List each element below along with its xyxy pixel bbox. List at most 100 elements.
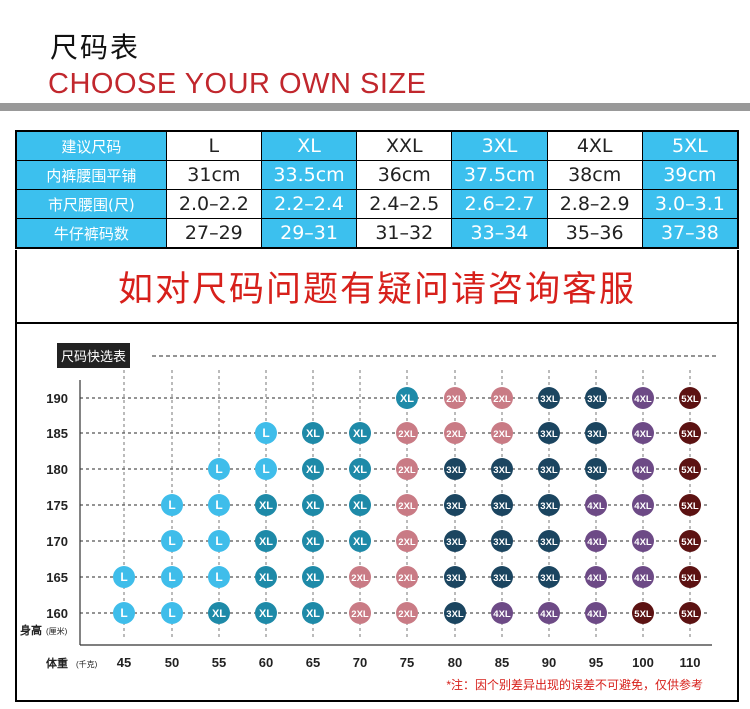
size-dot-circle [491, 566, 513, 588]
size-dot-label: 2XL [398, 537, 416, 548]
size-dot: L [161, 566, 183, 588]
size-dot-circle [255, 566, 277, 588]
size-dot: 5XL [679, 422, 701, 444]
size-dot-circle [349, 602, 371, 624]
size-dot: 3XL [538, 387, 560, 409]
size-dot: 3XL [538, 566, 560, 588]
size-dot-label: 4XL [634, 465, 652, 476]
size-dot: 3XL [491, 494, 513, 516]
size-table-cell: 3.0–3.1 [642, 190, 737, 218]
size-dot-label: 4XL [493, 609, 511, 620]
size-table-cell: XXL [357, 132, 453, 160]
size-dot-circle [585, 422, 607, 444]
notice-text: 如对尺码问题有疑问请咨询客服 [117, 269, 636, 310]
size-dot-label: 3XL [540, 394, 558, 405]
size-dot-circle [444, 387, 466, 409]
size-dot-label: 3XL [493, 537, 511, 548]
size-dot-label: 3XL [587, 394, 605, 405]
size-dot: 3XL [491, 458, 513, 480]
size-dot-circle [632, 602, 654, 624]
size-dot: 3XL [491, 530, 513, 552]
size-dot-circle [679, 494, 701, 516]
size-dot: 3XL [538, 422, 560, 444]
size-dot-label: 5XL [681, 465, 699, 476]
weight-tick-label: 80 [448, 655, 462, 670]
size-dot: 4XL [585, 566, 607, 588]
size-table-cell: 38cm [548, 161, 643, 189]
size-dot-circle [161, 566, 183, 588]
size-table-cell: 36cm [357, 161, 453, 189]
size-dot-label: L [168, 570, 175, 584]
size-dot-circle [302, 566, 324, 588]
size-dot-circle [396, 387, 418, 409]
size-dot-label: XL [259, 572, 273, 584]
size-dot-label: 2XL [446, 394, 464, 405]
size-dot: 3XL [444, 602, 466, 624]
size-dot-circle [585, 566, 607, 588]
weight-tick-label: 95 [589, 655, 603, 670]
size-table-cell: 39cm [642, 161, 737, 189]
size-dot-circle [585, 494, 607, 516]
size-table-row-label: 市尺腰围(尺) [17, 190, 167, 218]
size-dot: 4XL [632, 458, 654, 480]
size-dot-label: L [215, 570, 222, 584]
size-dot-label: 5XL [681, 501, 699, 512]
size-table-cell: 33.5cm [261, 161, 358, 189]
size-dot-circle [632, 458, 654, 480]
size-dot-circle [396, 530, 418, 552]
size-dot-label: 3XL [587, 465, 605, 476]
size-table-cell: 5XL [642, 132, 737, 160]
size-table-cell: 27–29 [167, 219, 262, 247]
size-table-cell: 2.2–2.4 [261, 190, 358, 218]
size-dot-circle [585, 602, 607, 624]
size-dot-label: L [262, 462, 269, 476]
size-dot-label: 4XL [540, 609, 558, 620]
size-dot-circle [585, 458, 607, 480]
size-dot-label: L [262, 426, 269, 440]
size-dot-label: XL [353, 500, 367, 512]
size-dot-label: XL [353, 464, 367, 476]
size-dot: 2XL [349, 602, 371, 624]
size-dot-label: 3XL [446, 573, 464, 584]
size-dot-circle [491, 387, 513, 409]
size-dot-label: 2XL [398, 573, 416, 584]
size-table: 建议尺码 L XL XXL 3XL 4XL 5XL 内裤腰围平铺 31cm 33.5cm 36cm 3… [15, 130, 739, 249]
size-dot: XL [349, 530, 371, 552]
size-dot-label: 5XL [681, 609, 699, 620]
size-dot-label: XL [306, 608, 320, 620]
size-dot-label: 3XL [493, 501, 511, 512]
weight-tick-label: 85 [495, 655, 509, 670]
size-dot-circle [349, 494, 371, 516]
size-dot-circle [444, 494, 466, 516]
size-dot: 4XL [632, 566, 654, 588]
size-dot-label: 3XL [540, 465, 558, 476]
size-dot-label: 4XL [587, 501, 605, 512]
size-dot: 4XL [585, 602, 607, 624]
size-dot-circle [538, 494, 560, 516]
size-dot: L [161, 530, 183, 552]
size-dot-label: L [120, 570, 127, 584]
size-dot: XL [302, 530, 324, 552]
size-dot: 4XL [632, 422, 654, 444]
size-dot-label: 2XL [351, 609, 369, 620]
size-dot-label: L [215, 534, 222, 548]
size-dot-label: L [168, 498, 175, 512]
size-dot: XL [349, 494, 371, 516]
size-dot-circle [302, 494, 324, 516]
size-table-cell: 2.4–2.5 [357, 190, 453, 218]
size-dot: 2XL [396, 566, 418, 588]
size-dot-circle [208, 494, 230, 516]
height-tick-label: 165 [46, 570, 68, 585]
page-title: 尺码表 [50, 31, 141, 64]
size-dot-circle [396, 566, 418, 588]
size-table-cell: 35–36 [548, 219, 643, 247]
size-dot: 4XL [538, 602, 560, 624]
size-dot: L [208, 530, 230, 552]
size-dot-label: L [120, 606, 127, 620]
size-dot-circle [302, 422, 324, 444]
size-dot: 5XL [679, 566, 701, 588]
size-table-cell: L [167, 132, 262, 160]
size-dot-label: 4XL [634, 573, 652, 584]
size-dot: L [255, 458, 277, 480]
